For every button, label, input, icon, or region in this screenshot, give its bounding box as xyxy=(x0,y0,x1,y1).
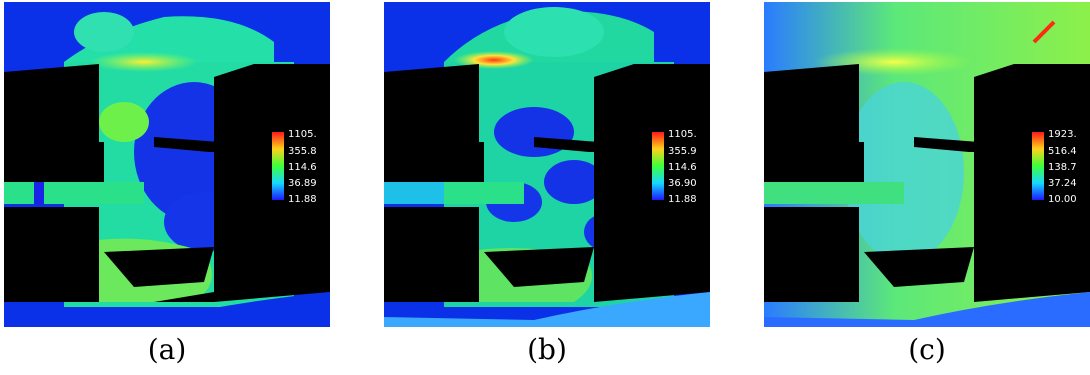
colorbar-c xyxy=(1032,132,1044,200)
panel-a: 1105. 355.8 114.6 36.89 11.88 xyxy=(4,2,330,327)
colorbar-label: 36.89 xyxy=(288,178,317,189)
panel-c: 1923. 516.4 138.7 37.24 10.00 xyxy=(764,2,1090,327)
colorbar-label: 1923. xyxy=(1048,129,1077,140)
colorbar-label: 1105. xyxy=(668,129,697,140)
colorbar-label: 37.24 xyxy=(1048,178,1077,189)
panel-b: 1105. 355.9 114.6 36.90 11.88 xyxy=(384,2,710,327)
colorbar-label: 516.4 xyxy=(1048,146,1077,157)
colorbar-label: 10.00 xyxy=(1048,194,1077,205)
cfd-field-b: 1105. 355.9 114.6 36.90 11.88 xyxy=(384,2,710,327)
colorbar-label: 11.88 xyxy=(668,194,697,205)
colorbar-label: 114.6 xyxy=(668,162,697,173)
caption-c: (c) xyxy=(908,333,946,366)
colorbar-label: 138.7 xyxy=(1048,162,1077,173)
colorbar-b xyxy=(652,132,664,200)
colorbar-label: 36.90 xyxy=(668,178,697,189)
colorbar-label: 1105. xyxy=(288,129,317,140)
colorbar-label: 355.9 xyxy=(668,146,697,157)
colorbar-label: 355.8 xyxy=(288,146,317,157)
colorbar-a xyxy=(272,132,284,200)
cfd-field-a: 1105. 355.8 114.6 36.89 11.88 xyxy=(4,2,330,327)
colorbar-label: 114.6 xyxy=(288,162,317,173)
colorbar-label: 11.88 xyxy=(288,194,317,205)
cfd-field-c: 1923. 516.4 138.7 37.24 10.00 xyxy=(764,2,1090,327)
caption-a: (a) xyxy=(147,333,187,366)
caption-b: (b) xyxy=(527,333,567,366)
